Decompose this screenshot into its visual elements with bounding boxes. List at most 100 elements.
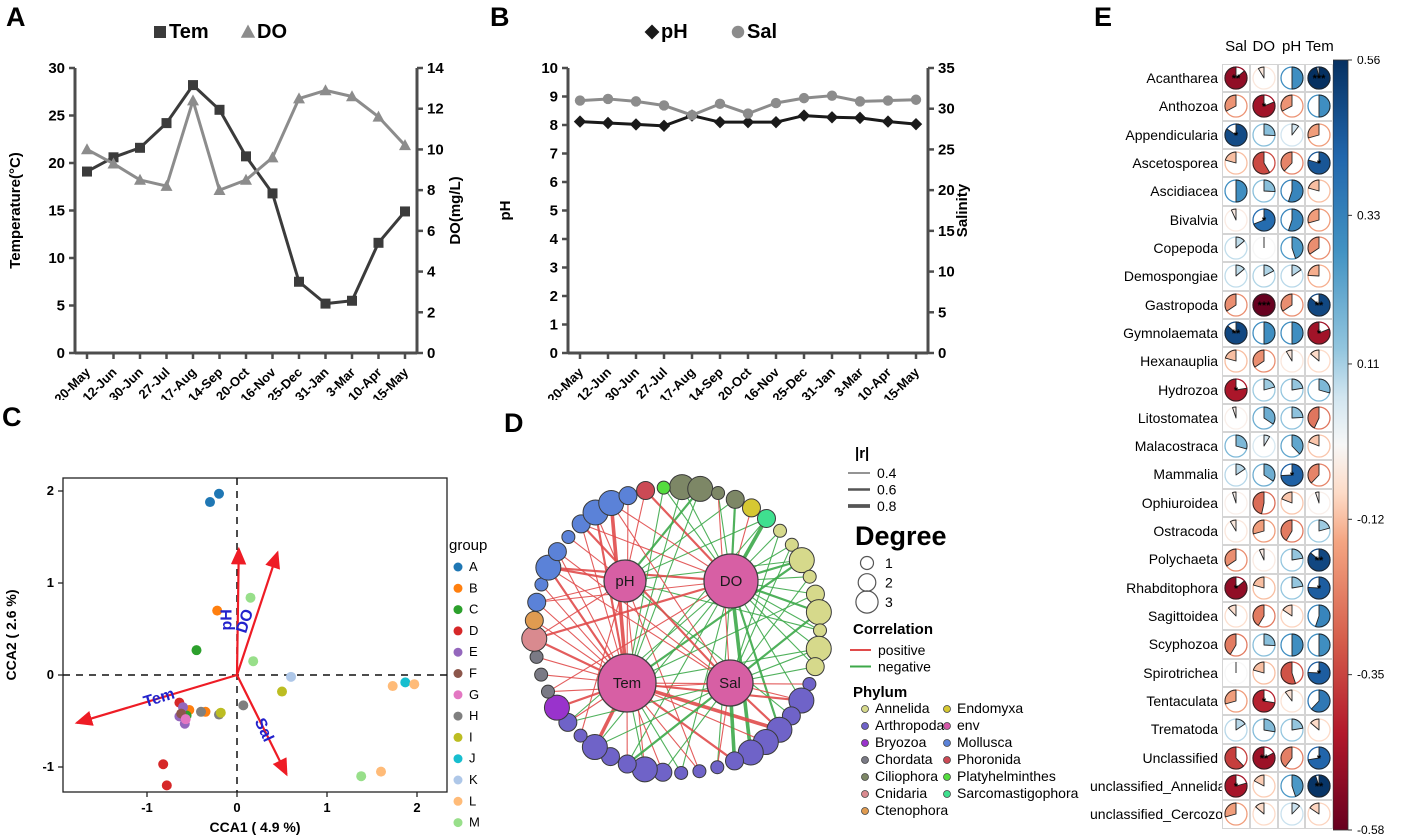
taxon-node-Ciliophora xyxy=(725,489,745,509)
corr-cell-Tentaculata-Tem xyxy=(1305,687,1334,716)
corr-cell-Copepoda-Sal xyxy=(1222,233,1250,263)
corr-cell-Mammalia-DO xyxy=(1249,460,1278,489)
taxon-node-Annelida xyxy=(802,569,817,584)
legend-dot-J xyxy=(453,754,463,764)
svg-text:*: * xyxy=(1262,215,1267,227)
corr-cell-Rhabditophora-DO xyxy=(1249,573,1278,603)
matrix-col-header-pH: pH xyxy=(1282,38,1302,55)
svg-text:2: 2 xyxy=(885,575,893,591)
scatter-point xyxy=(214,488,224,499)
svg-text:-0.35: -0.35 xyxy=(1357,668,1385,682)
taxon-node-Mollusca xyxy=(561,529,576,544)
svg-text:*: * xyxy=(1234,781,1239,793)
svg-text:-0.58: -0.58 xyxy=(1357,823,1385,835)
svg-text:Chordata: Chordata xyxy=(875,751,933,767)
matrix-row-label: Trematoda xyxy=(1150,721,1218,738)
svg-text:***: *** xyxy=(1313,73,1327,85)
svg-text:*: * xyxy=(1317,668,1322,680)
svg-text:10: 10 xyxy=(541,60,558,77)
taxon-node-Mollusca xyxy=(535,554,562,581)
svg-text:CCA1 ( 4.9 %): CCA1 ( 4.9 %) xyxy=(209,819,300,835)
corr-cell-Polychaeta-pH xyxy=(1277,545,1306,574)
matrix-row-label: Spirotrichea xyxy=(1143,664,1218,681)
corr-cell-unclassified_Annelida-pH xyxy=(1277,772,1306,801)
corr-cell-Sagittoidea-Tem xyxy=(1305,602,1334,631)
corr-cell-Ascetosporea-pH xyxy=(1277,148,1306,178)
scatter-point xyxy=(277,686,287,697)
taxon-node-Arthropoda xyxy=(788,687,815,714)
corr-cell-Tentaculata-DO: * xyxy=(1249,687,1278,716)
svg-text:1: 1 xyxy=(47,575,54,590)
panel-e-label: E xyxy=(1094,2,1113,32)
corr-cell-Ophiuroidea-Sal xyxy=(1222,488,1250,518)
panelB-svg: 0123456789100510152025303520-May12-Jun30… xyxy=(497,21,971,400)
svg-text:Tem: Tem xyxy=(613,675,641,692)
corr-cell-Polychaeta-DO xyxy=(1249,545,1278,574)
corr-cell-Demospongiae-pH xyxy=(1277,262,1306,291)
svg-text:pH: pH xyxy=(219,609,236,630)
taxon-node-Mollusca xyxy=(547,542,567,562)
taxon-node-Ciliophora xyxy=(687,475,714,502)
scatter-point xyxy=(158,759,169,770)
svg-text:14: 14 xyxy=(427,60,444,77)
panel-c-cca-biplot: -1 0 1 2 -1 0 1 2 CCA1 ( 4.9 %) CCA2 ( 2.6 %) Tem p… xyxy=(0,400,490,835)
scatter-point xyxy=(356,771,367,782)
svg-text:*: * xyxy=(1262,101,1267,113)
corr-cell-Malacostraca-pH xyxy=(1277,432,1306,461)
taxon-node-Annelida xyxy=(805,657,825,677)
svg-text:10: 10 xyxy=(938,264,955,281)
matrix-row-label: Mammalia xyxy=(1153,466,1218,483)
corr-cell-Spirotrichea-DO xyxy=(1249,658,1278,688)
scatter-point xyxy=(400,677,411,688)
svg-text:DO: DO xyxy=(234,607,258,635)
svg-text:*: * xyxy=(1289,470,1294,482)
legend-dot-A xyxy=(453,562,463,572)
corr-cell-unclassified_Cercozoa-Sal xyxy=(1222,800,1250,829)
panel-e-correlation-pie-matrix: Sal DO pH Tem Acantharea ** *** Anthozoa * Append… xyxy=(1090,0,1410,835)
svg-text:Sal: Sal xyxy=(719,675,741,692)
svg-text:E: E xyxy=(469,644,478,659)
phylum-dot-Ciliophora xyxy=(861,773,869,781)
legend-dot-E xyxy=(453,647,463,657)
svg-text:*: * xyxy=(1234,130,1239,142)
taxon-node-Arthropoda xyxy=(674,765,689,780)
corr-cell-Ophiuroidea-Tem xyxy=(1305,488,1334,518)
network-hubs: pH DO Tem Sal xyxy=(597,553,759,713)
corr-cell-Ascidiacea-DO xyxy=(1249,177,1278,206)
corr-cell-unclassified_Cercozoa-DO xyxy=(1249,800,1278,829)
svg-text:20: 20 xyxy=(48,155,65,172)
svg-text:Ciliophora: Ciliophora xyxy=(875,768,938,784)
panel-b-label: B xyxy=(490,2,510,32)
corr-cell-Hexanauplia-Tem xyxy=(1305,347,1334,376)
legend-dot-M xyxy=(453,818,463,828)
taxon-node-Phoronida xyxy=(636,480,656,500)
corr-cell-Hydrozoa-DO xyxy=(1249,375,1278,404)
matrix-row-label: Litostomatea xyxy=(1137,409,1218,426)
panel-d-label: D xyxy=(504,408,524,438)
svg-text:0: 0 xyxy=(57,345,65,362)
corr-cell-Litostomatea-pH xyxy=(1277,403,1306,433)
network-legend: |r| 0.40.60.8 Degree 1 2 3 Correlation positive… xyxy=(848,445,1079,818)
cca-plot: -1 0 1 2 -1 0 1 2 CCA1 ( 4.9 %) CCA2 ( 2.6 %) Tem p… xyxy=(3,477,487,835)
matrix-row-label: Ascetosporea xyxy=(1132,154,1218,171)
corr-cell-Anthozoa-DO: * xyxy=(1249,92,1278,121)
corr-cell-Sagittoidea-Sal xyxy=(1222,602,1250,631)
taxon-node-Mollusca xyxy=(527,592,547,612)
svg-text:**: ** xyxy=(1315,781,1324,793)
svg-text:2: 2 xyxy=(413,800,420,815)
taxon-node-Ctenophora xyxy=(524,610,544,630)
hub-node-Tem xyxy=(597,653,657,713)
matrix-row-label: Sagittoidea xyxy=(1147,608,1218,625)
corr-cell-Spirotrichea-Tem: * xyxy=(1305,658,1334,688)
phylum-dot-Annelida xyxy=(861,705,869,713)
network: pH DO Tem Sal |r| 0.40.60.8 Degree 1 2 3 Correlati… xyxy=(521,445,1079,818)
scatter-point xyxy=(248,656,259,667)
svg-text:*: * xyxy=(1317,158,1322,170)
svg-text:35: 35 xyxy=(938,60,955,77)
svg-text:Phoronida: Phoronida xyxy=(957,751,1021,767)
svg-text:env: env xyxy=(957,717,980,733)
taxon-node-Mollusca xyxy=(618,486,638,506)
corr-cell-Tentaculata-pH xyxy=(1277,687,1306,716)
svg-text:Sal: Sal xyxy=(747,21,777,43)
matrix-row-label: Hydrozoa xyxy=(1158,381,1218,398)
